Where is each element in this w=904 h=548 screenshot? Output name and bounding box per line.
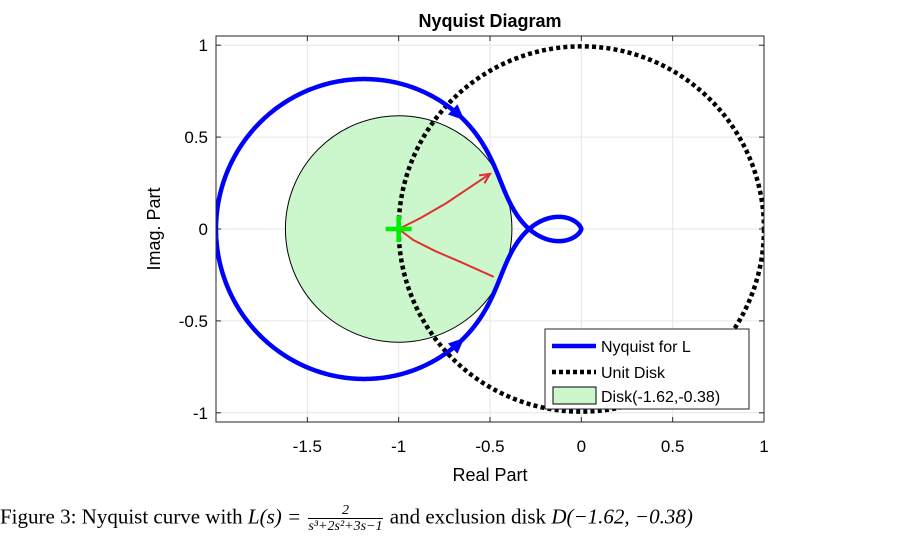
legend: Nyquist for L Unit Disk Disk(-1.62,-0.38… [544, 328, 750, 410]
x-tick-label: -1.5 [293, 437, 322, 456]
caption-prefix: Figure 3: Nyquist curve with [0, 504, 248, 529]
plot-area [216, 44, 764, 414]
legend-entry-nyquist: Nyquist for L [601, 339, 691, 356]
caption-disk: D(−1.62, −0.38) [551, 504, 693, 529]
x-axis-label: Real Part [452, 465, 527, 485]
x-tick-label: -0.5 [475, 437, 504, 456]
caption-frac-numerator: 2 [308, 503, 383, 519]
legend-entry-disk: Disk(-1.62,-0.38) [601, 389, 720, 406]
x-axis-ticks: -1.5 -1 -0.5 0 0.5 1 [293, 36, 769, 456]
y-axis-ticks: -1 -0.5 0 0.5 1 [179, 36, 764, 423]
y-tick-label: -0.5 [179, 312, 208, 331]
y-axis-label: Imag. Part [144, 187, 164, 270]
caption-fraction: 2 s³+2s²+3s−1 [308, 503, 383, 534]
y-tick-label: 0.5 [184, 128, 208, 147]
direction-arrows [447, 104, 465, 354]
x-tick-label: -1 [391, 437, 406, 456]
direction-arrow-top [447, 337, 465, 354]
x-tick-label: 0 [577, 437, 586, 456]
direction-arrow-bottom [447, 104, 465, 121]
legend-entry-unit-disk: Unit Disk [601, 365, 666, 382]
nyquist-curve [216, 76, 584, 382]
x-tick-label: 0.5 [661, 437, 685, 456]
critical-point-marker [385, 216, 412, 242]
annotation-arrow-2 [398, 228, 495, 278]
y-tick-label: -1 [193, 404, 208, 423]
annotation-arrow-1 [398, 173, 491, 230]
caption-frac-denominator: s³+2s²+3s−1 [308, 519, 383, 534]
figure-caption: Figure 3: Nyquist curve with L(s) = 2 s³+… [0, 503, 904, 534]
y-tick-label: 1 [199, 36, 208, 55]
annotation-arrowhead [478, 172, 492, 184]
caption-suffix: and exclusion disk [384, 504, 552, 529]
chart-title: Nyquist Diagram [418, 11, 561, 31]
annotation-arrows [398, 172, 495, 278]
legend-swatch-disk [552, 386, 597, 405]
caption-lhs: L(s) = [247, 504, 307, 529]
x-tick-label: 1 [759, 437, 768, 456]
y-tick-label: 0 [199, 220, 208, 239]
